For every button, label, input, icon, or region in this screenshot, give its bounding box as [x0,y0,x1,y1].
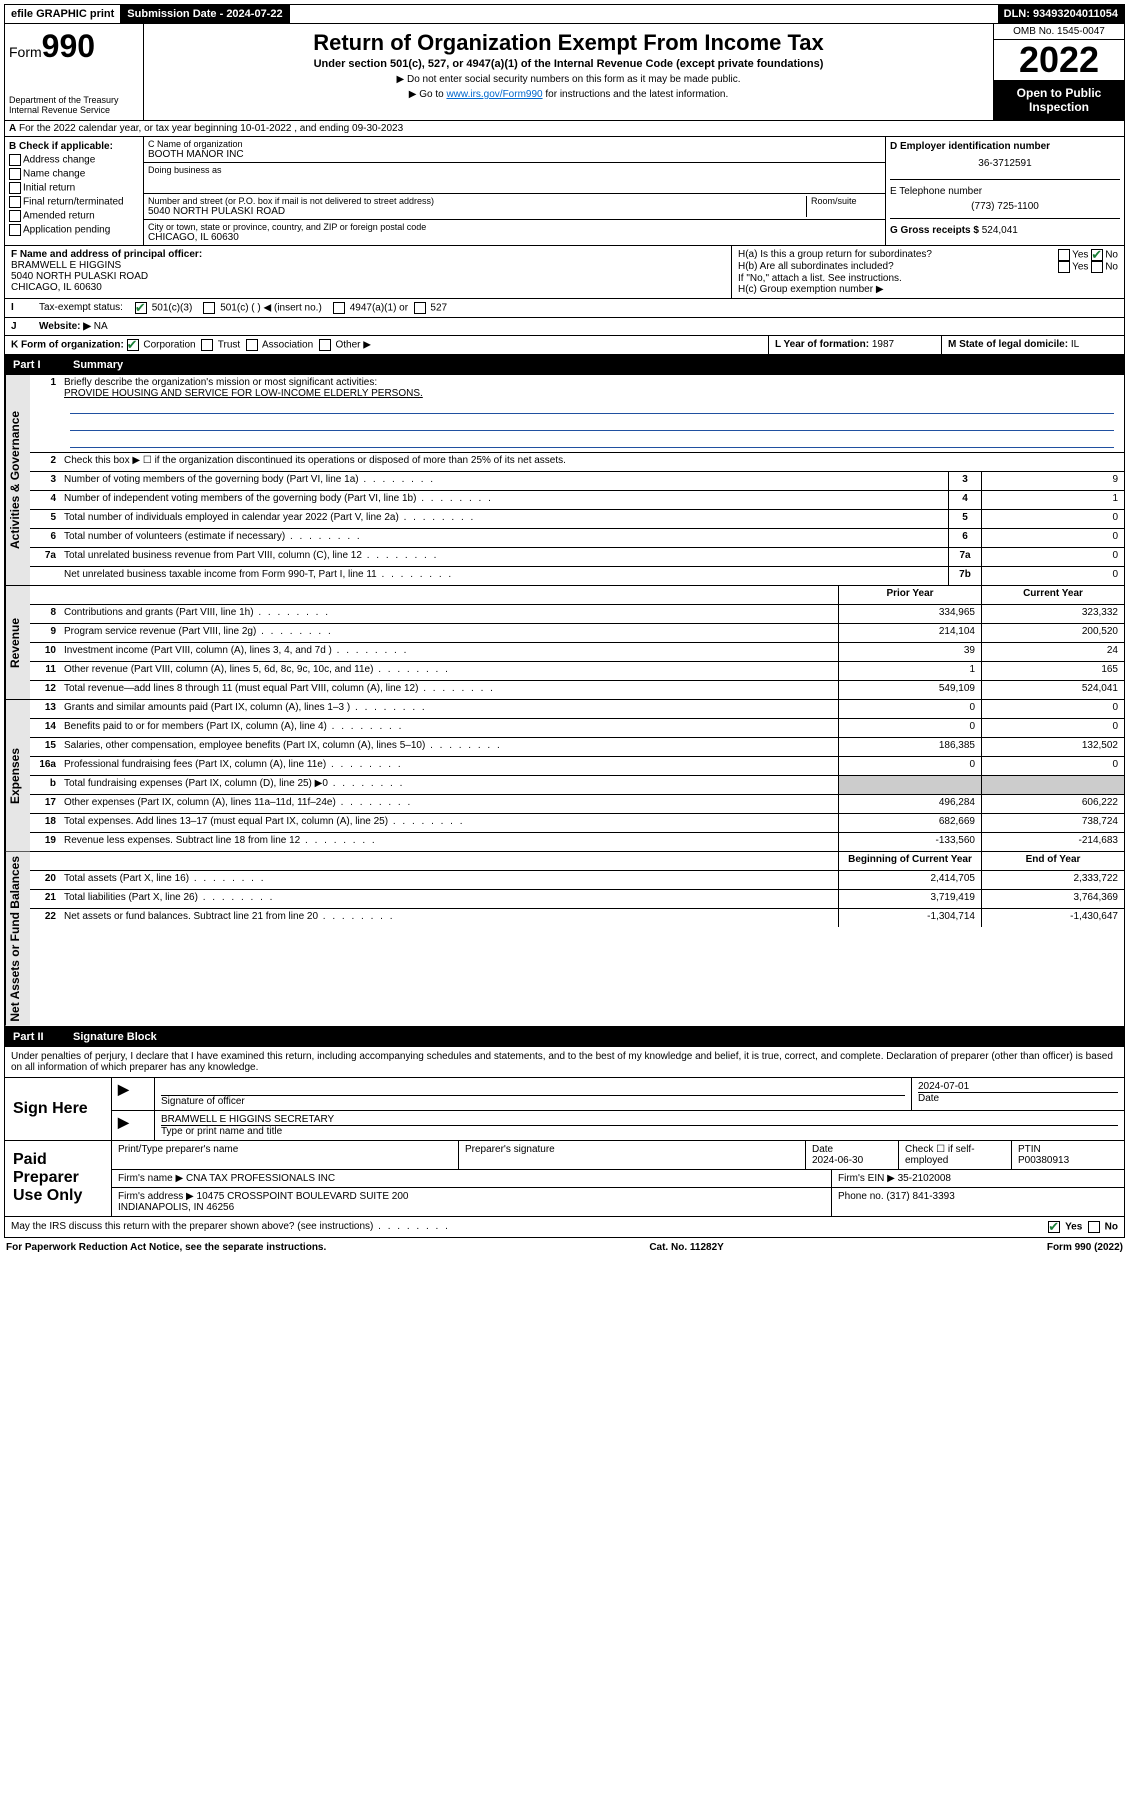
form-header: Form990 Department of the Treasury Inter… [4,24,1125,121]
checkbox-amended[interactable] [9,210,21,222]
org-name: BOOTH MANOR INC [148,149,881,160]
form-title: Return of Organization Exempt From Incom… [152,30,985,56]
row-j: J Website: ▶ NA [4,318,1125,336]
checkbox-501c[interactable] [203,302,215,314]
dept-label: Department of the Treasury Internal Reve… [9,95,139,115]
governance-block: Activities & Governance 1 Briefly descri… [4,375,1125,586]
officer-name-title: BRAMWELL E HIGGINS SECRETARY [161,1114,1118,1126]
form-number: Form990 [9,28,139,65]
section-bcd: B Check if applicable: Address change Na… [4,137,1125,246]
officer-name: BRAMWELL E HIGGINS [11,260,725,271]
checkbox-address-change[interactable] [9,154,21,166]
omb-number: OMB No. 1545-0047 [994,24,1124,40]
summary-line: 6 Total number of volunteers (estimate i… [30,529,1124,548]
submission-date: Submission Date - 2024-07-22 [121,5,289,23]
ein: 36-3712591 [890,158,1120,169]
summary-line: 11 Other revenue (Part VIII, column (A),… [30,662,1124,681]
efile-label: efile GRAPHIC print [5,5,121,23]
row-i: I Tax-exempt status: 501(c)(3) 501(c) ( … [4,299,1125,318]
part1-header: Part I Summary [4,355,1125,375]
website: NA [91,321,108,332]
form-subtitle: Under section 501(c), 527, or 4947(a)(1)… [152,58,985,70]
checkbox-501c3[interactable] [135,302,147,314]
summary-line: 21 Total liabilities (Part X, line 26) 3… [30,890,1124,909]
mission: PROVIDE HOUSING AND SERVICE FOR LOW-INCO… [64,388,1120,399]
summary-line: Net unrelated business taxable income fr… [30,567,1124,585]
checkbox-ha-yes[interactable] [1058,249,1070,261]
summary-line: 18 Total expenses. Add lines 13–17 (must… [30,814,1124,833]
domicile: IL [1071,339,1079,350]
tax-year: 2022 [994,40,1124,80]
row-fh: F Name and address of principal officer:… [4,246,1125,299]
checkbox-ha-no[interactable] [1091,249,1103,261]
col-c: C Name of organization BOOTH MANOR INC D… [144,137,886,245]
summary-line: 16a Professional fundraising fees (Part … [30,757,1124,776]
summary-line: 10 Investment income (Part VIII, column … [30,643,1124,662]
checkbox-discuss-yes[interactable] [1048,1221,1060,1233]
prep-date: 2024-06-30 [812,1155,863,1166]
summary-line: b Total fundraising expenses (Part IX, c… [30,776,1124,795]
summary-line: 8 Contributions and grants (Part VIII, l… [30,605,1124,624]
gross-receipts: 524,041 [982,225,1018,236]
checkbox-initial-return[interactable] [9,182,21,194]
checkbox-discuss-no[interactable] [1088,1221,1100,1233]
col-b: B Check if applicable: Address change Na… [5,137,144,245]
expenses-block: Expenses 13 Grants and similar amounts p… [4,700,1125,852]
revenue-block: Revenue Prior YearCurrent Year 8 Contrib… [4,586,1125,700]
summary-line: 15 Salaries, other compensation, employe… [30,738,1124,757]
org-address: 5040 NORTH PULASKI ROAD [148,206,806,217]
checkbox-final-return[interactable] [9,196,21,208]
firm-ein: 35-2102008 [898,1173,951,1184]
sig-date: 2024-07-01 [918,1081,1118,1093]
org-city: CHICAGO, IL 60630 [148,232,881,243]
signature-block: Under penalties of perjury, I declare th… [4,1047,1125,1238]
summary-line: 20 Total assets (Part X, line 16) 2,414,… [30,871,1124,890]
checkbox-other[interactable] [319,339,331,351]
firm-name: CNA TAX PROFESSIONALS INC [186,1173,335,1184]
checkbox-hb-no[interactable] [1091,261,1103,273]
checkbox-hb-yes[interactable] [1058,261,1070,273]
summary-line: 5 Total number of individuals employed i… [30,510,1124,529]
goto-note: ▶ Go to www.irs.gov/Form990 for instruct… [152,89,985,100]
checkbox-pending[interactable] [9,224,21,236]
dln: DLN: 93493204011054 [998,5,1124,23]
penalty-text: Under penalties of perjury, I declare th… [5,1047,1124,1078]
checkbox-assoc[interactable] [246,339,258,351]
footer: For Paperwork Reduction Act Notice, see … [4,1238,1125,1257]
row-a: A For the 2022 calendar year, or tax yea… [4,121,1125,137]
checkbox-name-change[interactable] [9,168,21,180]
summary-line: 22 Net assets or fund balances. Subtract… [30,909,1124,927]
summary-line: 14 Benefits paid to or for members (Part… [30,719,1124,738]
checkbox-corp[interactable] [127,339,139,351]
summary-line: 7a Total unrelated business revenue from… [30,548,1124,567]
checkbox-4947[interactable] [333,302,345,314]
summary-line: 12 Total revenue—add lines 8 through 11 … [30,681,1124,699]
summary-line: 13 Grants and similar amounts paid (Part… [30,700,1124,719]
summary-line: 3 Number of voting members of the govern… [30,472,1124,491]
telephone: (773) 725-1100 [890,201,1120,212]
ptin: P00380913 [1018,1155,1069,1166]
summary-line: 4 Number of independent voting members o… [30,491,1124,510]
summary-line: 19 Revenue less expenses. Subtract line … [30,833,1124,851]
netassets-block: Net Assets or Fund Balances Beginning of… [4,852,1125,1027]
summary-line: 17 Other expenses (Part IX, column (A), … [30,795,1124,814]
year-formation: 1987 [872,339,894,350]
row-klm: K Form of organization: Corporation Trus… [4,336,1125,355]
checkbox-527[interactable] [414,302,426,314]
part2-header: Part II Signature Block [4,1027,1125,1047]
col-deg: D Employer identification number 36-3712… [886,137,1124,245]
summary-line: 9 Program service revenue (Part VIII, li… [30,624,1124,643]
ssn-note: ▶ Do not enter social security numbers o… [152,74,985,85]
open-public: Open to Public Inspection [994,80,1124,120]
top-bar: efile GRAPHIC print Submission Date - 20… [4,4,1125,24]
checkbox-trust[interactable] [201,339,213,351]
irs-link[interactable]: www.irs.gov/Form990 [446,89,542,100]
firm-phone: (317) 841-3393 [886,1191,954,1202]
